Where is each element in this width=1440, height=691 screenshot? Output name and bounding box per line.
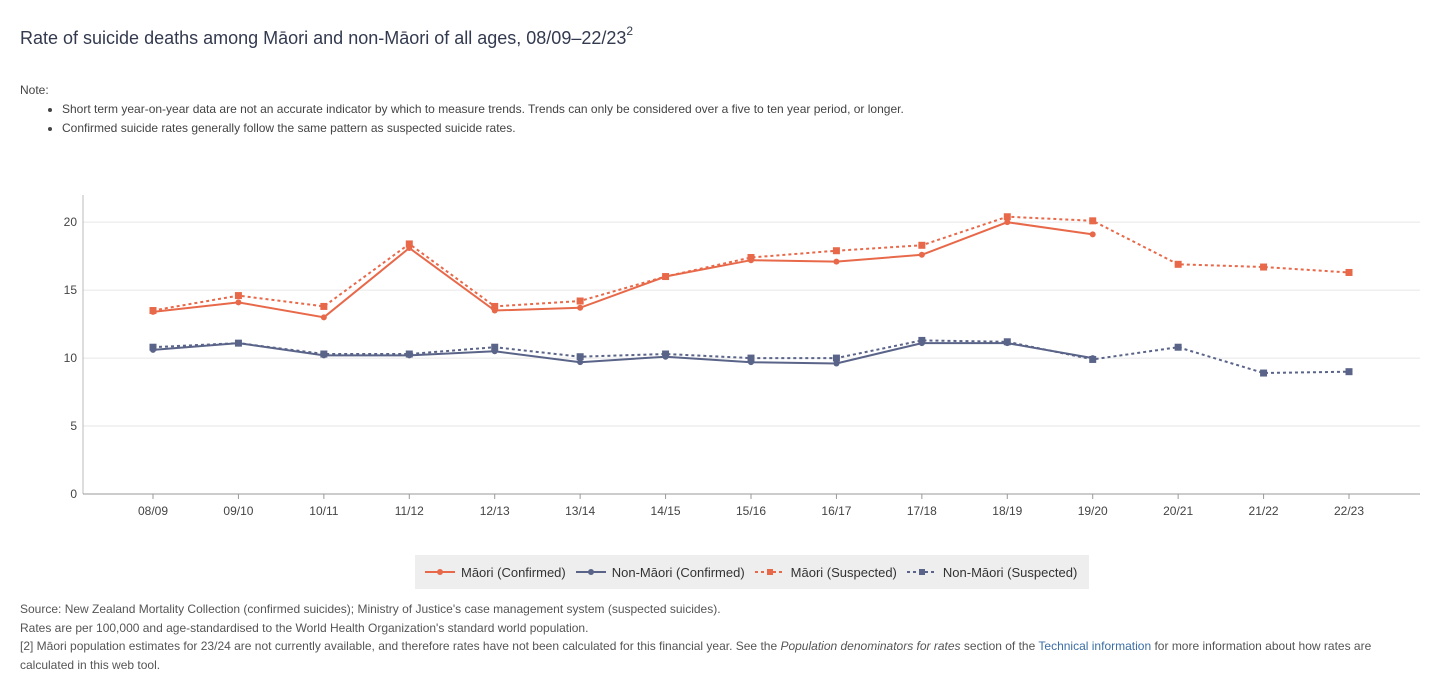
x-tick-label: 08/09 xyxy=(138,504,168,518)
data-point-3 xyxy=(747,354,755,362)
data-point-0 xyxy=(1004,219,1011,226)
data-point-1 xyxy=(320,352,327,359)
y-tick-label: 15 xyxy=(64,283,78,297)
data-point-0 xyxy=(406,245,413,252)
data-point-2 xyxy=(405,240,413,248)
note-item: Short term year-on-year data are not an … xyxy=(62,100,904,119)
data-point-1 xyxy=(1089,355,1096,362)
technical-information-link[interactable]: Technical information xyxy=(1038,639,1152,653)
note-item: Confirmed suicide rates generally follow… xyxy=(62,119,904,138)
rates-text: Rates are per 100,000 and age-standardis… xyxy=(20,620,589,635)
x-tick-label: 22/23 xyxy=(1334,504,1364,518)
data-point-2 xyxy=(234,292,242,300)
series-line-0 xyxy=(152,221,1093,319)
legend-line-solid-circle-icon xyxy=(425,569,455,575)
data-point-3 xyxy=(491,343,499,351)
footnote-2: [2] Māori population estimates for 23/24… xyxy=(20,637,1425,674)
x-tick-label: 12/13 xyxy=(480,504,510,518)
data-point-1 xyxy=(833,360,840,367)
x-tick-label: 10/11 xyxy=(309,504,338,518)
data-point-0 xyxy=(320,314,327,321)
chart-title: Rate of suicide deaths among Māori and n… xyxy=(20,24,634,49)
x-tick-label: 13/14 xyxy=(565,504,595,518)
notes-list: Short term year-on-year data are not an … xyxy=(44,100,904,138)
data-point-0 xyxy=(577,304,584,311)
source-text: Source: New Zealand Mortality Collection… xyxy=(20,602,721,616)
series-line-3 xyxy=(152,339,1350,375)
footnote-2-text: for more information about how rates are… xyxy=(20,639,1372,672)
chart-footer: Source: New Zealand Mortality Collection… xyxy=(20,600,1425,674)
chart-legend: Māori (Confirmed) Non-Māori (Confirmed) … xyxy=(415,555,1089,589)
series-line-2 xyxy=(152,215,1350,312)
data-point-3 xyxy=(1174,343,1182,351)
title-footnote-ref: 2 xyxy=(626,24,634,38)
data-point-2 xyxy=(1089,217,1097,225)
data-point-1 xyxy=(748,359,754,366)
data-point-0 xyxy=(235,299,242,306)
data-point-2 xyxy=(1174,260,1182,268)
legend-item-maori-confirmed[interactable]: Māori (Confirmed) xyxy=(425,565,566,580)
legend-label: Non-Māori (Confirmed) xyxy=(611,564,745,580)
data-point-1 xyxy=(662,353,669,360)
footnote-2-text: [2] Māori population estimates for 23/24… xyxy=(20,639,781,653)
data-point-1 xyxy=(491,348,498,355)
data-point-3 xyxy=(576,353,584,361)
x-tick-label: 19/20 xyxy=(1078,504,1108,518)
data-point-0 xyxy=(1089,231,1096,238)
y-tick-label: 0 xyxy=(70,487,77,501)
data-point-1 xyxy=(577,359,584,366)
line-chart: 0 5 10 15 20 08/09 09/10 10/11 11/12 12/13 13/14 14… xyxy=(64,195,1420,518)
legend-line-solid-circle-icon xyxy=(575,569,606,575)
footnote-2-emphasis: Population denominators for rates xyxy=(780,639,961,653)
legend-label: Māori (Suspected) xyxy=(790,564,897,580)
data-point-2 xyxy=(491,302,499,310)
x-tick-label: 14/15 xyxy=(651,504,681,518)
y-tick-label: 10 xyxy=(64,351,78,365)
data-point-2 xyxy=(1345,268,1353,276)
legend-line-dashed-square-icon xyxy=(906,569,937,575)
series-line-1 xyxy=(152,342,1093,365)
x-tick-label: 16/17 xyxy=(821,504,851,518)
legend-label: Non-Māori (Suspected) xyxy=(942,564,1078,580)
data-point-1 xyxy=(1004,340,1011,347)
data-point-3 xyxy=(832,354,840,362)
data-point-0 xyxy=(491,307,498,314)
data-point-1 xyxy=(235,340,242,347)
x-tick-label: 18/19 xyxy=(992,504,1022,518)
data-point-2 xyxy=(832,247,840,255)
data-point-0 xyxy=(150,308,156,315)
data-point-1 xyxy=(150,346,156,353)
data-point-2 xyxy=(918,241,926,249)
data-point-0 xyxy=(918,251,925,258)
x-tick-label: 21/22 xyxy=(1249,504,1279,518)
legend-item-non-maori-suspected[interactable]: Non-Māori (Suspected) xyxy=(906,564,1078,580)
data-point-3 xyxy=(1345,368,1353,376)
data-point-2 xyxy=(576,297,584,305)
x-tick-label: 09/10 xyxy=(223,504,253,518)
x-tick-label: 17/18 xyxy=(907,504,937,518)
y-tick-label: 20 xyxy=(64,215,78,229)
legend-line-dashed-square-icon xyxy=(754,569,785,575)
data-point-1 xyxy=(406,352,413,359)
legend-label: Māori (Confirmed) xyxy=(461,564,566,580)
data-point-0 xyxy=(748,257,754,264)
data-point-2 xyxy=(1260,263,1268,271)
note-label: Note: xyxy=(20,83,49,97)
y-tick-label: 5 xyxy=(70,419,77,433)
data-point-2 xyxy=(1003,213,1011,221)
data-point-3 xyxy=(1260,369,1268,377)
legend-item-maori-suspected[interactable]: Māori (Suspected) xyxy=(754,564,897,580)
data-point-0 xyxy=(662,273,669,280)
legend-item-non-maori-confirmed[interactable]: Non-Māori (Confirmed) xyxy=(575,564,745,580)
data-point-1 xyxy=(918,340,925,347)
data-point-0 xyxy=(833,258,840,265)
x-tick-label: 11/12 xyxy=(395,504,424,518)
chart-title-text: Rate of suicide deaths among Māori and n… xyxy=(20,28,627,48)
x-tick-label: 15/16 xyxy=(736,504,766,518)
footnote-2-text: section of the xyxy=(960,639,1039,653)
x-tick-label: 20/21 xyxy=(1163,504,1193,518)
data-point-2 xyxy=(320,302,328,310)
